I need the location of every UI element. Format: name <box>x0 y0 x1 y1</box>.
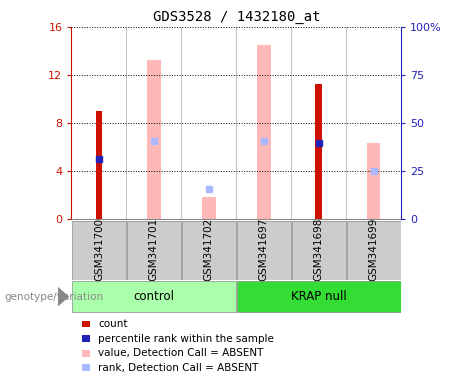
Text: percentile rank within the sample: percentile rank within the sample <box>98 334 274 344</box>
Text: count: count <box>98 319 128 329</box>
Text: rank, Detection Call = ABSENT: rank, Detection Call = ABSENT <box>98 363 259 373</box>
Polygon shape <box>58 286 69 307</box>
Text: GSM341698: GSM341698 <box>313 218 324 281</box>
Bar <box>82 364 90 371</box>
Bar <box>95 111 102 219</box>
Bar <box>202 197 216 219</box>
Text: control: control <box>133 290 174 303</box>
Text: GSM341701: GSM341701 <box>149 218 159 281</box>
Bar <box>127 221 181 280</box>
Bar <box>292 221 346 280</box>
Bar <box>367 143 380 219</box>
Bar <box>147 61 161 219</box>
Text: GSM341699: GSM341699 <box>369 218 378 281</box>
Bar <box>82 335 90 342</box>
Bar <box>82 350 90 357</box>
Text: KRAP null: KRAP null <box>291 290 347 303</box>
Bar <box>72 281 236 312</box>
Bar <box>257 45 271 219</box>
Text: GSM341702: GSM341702 <box>204 218 214 281</box>
Bar <box>315 84 322 219</box>
Bar <box>347 221 401 280</box>
Text: GSM341697: GSM341697 <box>259 218 269 281</box>
Text: genotype/variation: genotype/variation <box>5 291 104 302</box>
Bar <box>237 221 290 280</box>
Bar <box>72 221 126 280</box>
Bar <box>82 321 90 328</box>
Text: value, Detection Call = ABSENT: value, Detection Call = ABSENT <box>98 348 264 358</box>
Bar <box>237 281 401 312</box>
Title: GDS3528 / 1432180_at: GDS3528 / 1432180_at <box>153 10 320 25</box>
Bar <box>182 221 236 280</box>
Text: GSM341700: GSM341700 <box>94 218 104 281</box>
